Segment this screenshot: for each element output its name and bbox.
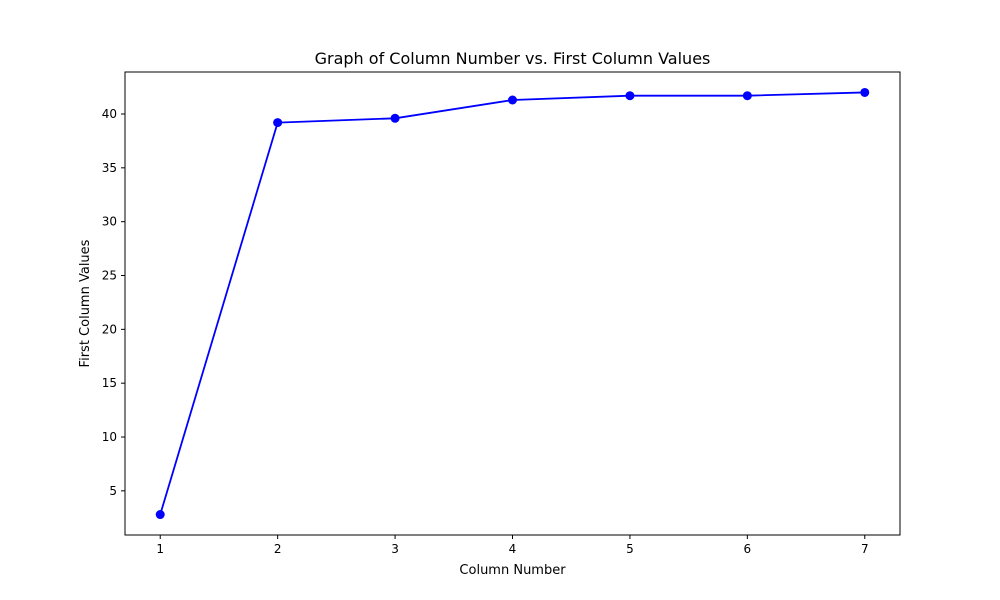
x-tick-label: 1	[156, 542, 164, 556]
y-tick-label: 30	[102, 215, 117, 229]
y-tick-label: 20	[102, 322, 117, 336]
x-tick-label: 3	[391, 542, 399, 556]
plot-area	[124, 71, 901, 536]
y-tick-label: 5	[109, 484, 117, 498]
y-axis-label: First Column Values	[78, 239, 93, 367]
y-tick-label: 15	[102, 376, 117, 390]
x-tick-label: 5	[626, 542, 634, 556]
y-tick-label: 40	[102, 107, 117, 121]
data-point	[155, 510, 165, 520]
x-tick-label: 2	[274, 542, 282, 556]
x-axis-ticks: 1 2 3 4 5 6 7	[156, 535, 869, 556]
y-tick-label: 25	[102, 269, 117, 283]
data-point	[625, 91, 635, 101]
data-point	[860, 87, 870, 97]
y-tick-label: 10	[102, 430, 117, 444]
data-point	[390, 113, 400, 123]
y-tick-label: 35	[102, 161, 117, 175]
y-axis-ticks: 5 10 15 20 25 30 35 40	[102, 107, 125, 498]
x-tick-label: 6	[744, 542, 752, 556]
x-axis-label: Column Number	[459, 563, 566, 578]
chart-title: Graph of Column Number vs. First Column …	[315, 49, 711, 68]
data-point	[273, 118, 283, 128]
series-layer	[155, 87, 870, 520]
data-point	[742, 91, 752, 101]
x-tick-label: 4	[509, 542, 517, 556]
x-tick-label: 7	[861, 542, 869, 556]
data-point	[508, 95, 517, 105]
